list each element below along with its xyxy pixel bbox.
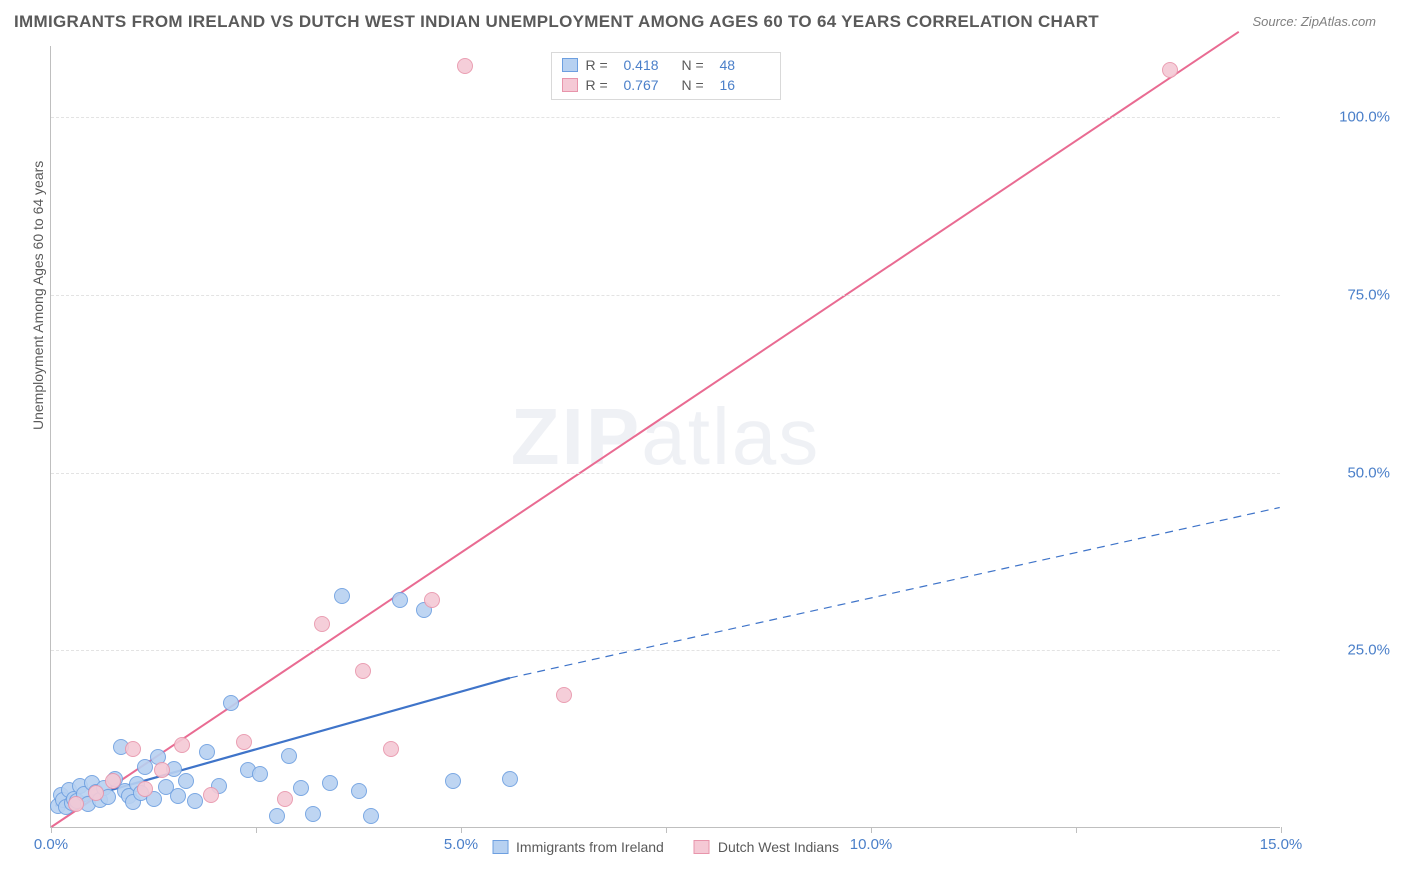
swatch-dutch (694, 840, 710, 854)
y-tick-label: 25.0% (1290, 642, 1390, 659)
data-point-dutch (203, 787, 219, 803)
gridline-horizontal (51, 650, 1280, 651)
source-label: Source: ZipAtlas.com (1252, 14, 1376, 29)
data-point-ireland (223, 695, 239, 711)
data-point-dutch (355, 663, 371, 679)
watermark: ZIPatlas (511, 391, 820, 483)
data-point-dutch (236, 734, 252, 750)
data-point-dutch (105, 773, 121, 789)
y-tick-label: 75.0% (1290, 286, 1390, 303)
data-point-dutch (174, 737, 190, 753)
y-tick-label: 50.0% (1290, 464, 1390, 481)
r-value-dutch: 0.767 (624, 75, 674, 95)
data-point-dutch (88, 785, 104, 801)
data-point-dutch (137, 781, 153, 797)
legend-item-dutch: Dutch West Indians (694, 839, 839, 855)
x-tick-mark-minor (666, 827, 667, 833)
data-point-ireland (178, 773, 194, 789)
gridline-horizontal (51, 295, 1280, 296)
series-legend: Immigrants from Ireland Dutch West India… (492, 839, 839, 855)
swatch-ireland (492, 840, 508, 854)
data-point-dutch (314, 616, 330, 632)
trend-lines-layer (51, 46, 1280, 827)
data-point-ireland (281, 748, 297, 764)
data-point-ireland (170, 788, 186, 804)
x-tick-label: 5.0% (444, 836, 478, 853)
r-label: R = (586, 75, 616, 95)
x-tick-mark-minor (256, 827, 257, 833)
x-tick-label: 10.0% (850, 836, 893, 853)
chart-title: IMMIGRANTS FROM IRELAND VS DUTCH WEST IN… (14, 12, 1099, 32)
y-axis-label: Unemployment Among Ages 60 to 64 years (30, 161, 46, 430)
data-point-ireland (252, 766, 268, 782)
data-point-ireland (293, 780, 309, 796)
gridline-horizontal (51, 117, 1280, 118)
data-point-ireland (269, 808, 285, 824)
swatch-ireland (562, 58, 578, 72)
data-point-dutch (1162, 62, 1178, 78)
legend-row-dutch: R = 0.767 N = 16 (562, 75, 770, 95)
y-tick-label: 100.0% (1290, 109, 1390, 126)
plot-area: ZIPatlas R = 0.418 N = 48 R = 0.767 N = … (50, 46, 1280, 828)
x-tick-label: 0.0% (34, 836, 68, 853)
data-point-ireland (199, 744, 215, 760)
data-point-ireland (445, 773, 461, 789)
data-point-dutch (68, 796, 84, 812)
legend-item-ireland: Immigrants from Ireland (492, 839, 664, 855)
x-tick-label: 15.0% (1260, 836, 1303, 853)
data-point-dutch (556, 687, 572, 703)
data-point-ireland (322, 775, 338, 791)
data-point-dutch (457, 58, 473, 74)
data-point-ireland (392, 592, 408, 608)
x-tick-mark (51, 827, 52, 833)
legend-row-ireland: R = 0.418 N = 48 (562, 55, 770, 75)
data-point-dutch (125, 741, 141, 757)
x-tick-mark (871, 827, 872, 833)
n-label: N = (682, 55, 712, 75)
data-point-dutch (383, 741, 399, 757)
x-tick-mark-minor (1076, 827, 1077, 833)
swatch-dutch (562, 78, 578, 92)
data-point-ireland (187, 793, 203, 809)
data-point-ireland (351, 783, 367, 799)
data-point-dutch (154, 762, 170, 778)
legend-label-ireland: Immigrants from Ireland (516, 839, 664, 855)
n-value-ireland: 48 (720, 55, 770, 75)
data-point-ireland (363, 808, 379, 824)
legend-label-dutch: Dutch West Indians (718, 839, 839, 855)
r-label: R = (586, 55, 616, 75)
correlation-legend: R = 0.418 N = 48 R = 0.767 N = 16 (551, 52, 781, 100)
x-tick-mark (461, 827, 462, 833)
n-value-dutch: 16 (720, 75, 770, 95)
data-point-dutch (277, 791, 293, 807)
r-value-ireland: 0.418 (624, 55, 674, 75)
x-tick-mark (1281, 827, 1282, 833)
data-point-ireland (502, 771, 518, 787)
data-point-ireland (305, 806, 321, 822)
gridline-horizontal (51, 473, 1280, 474)
n-label: N = (682, 75, 712, 95)
data-point-ireland (334, 588, 350, 604)
data-point-dutch (424, 592, 440, 608)
